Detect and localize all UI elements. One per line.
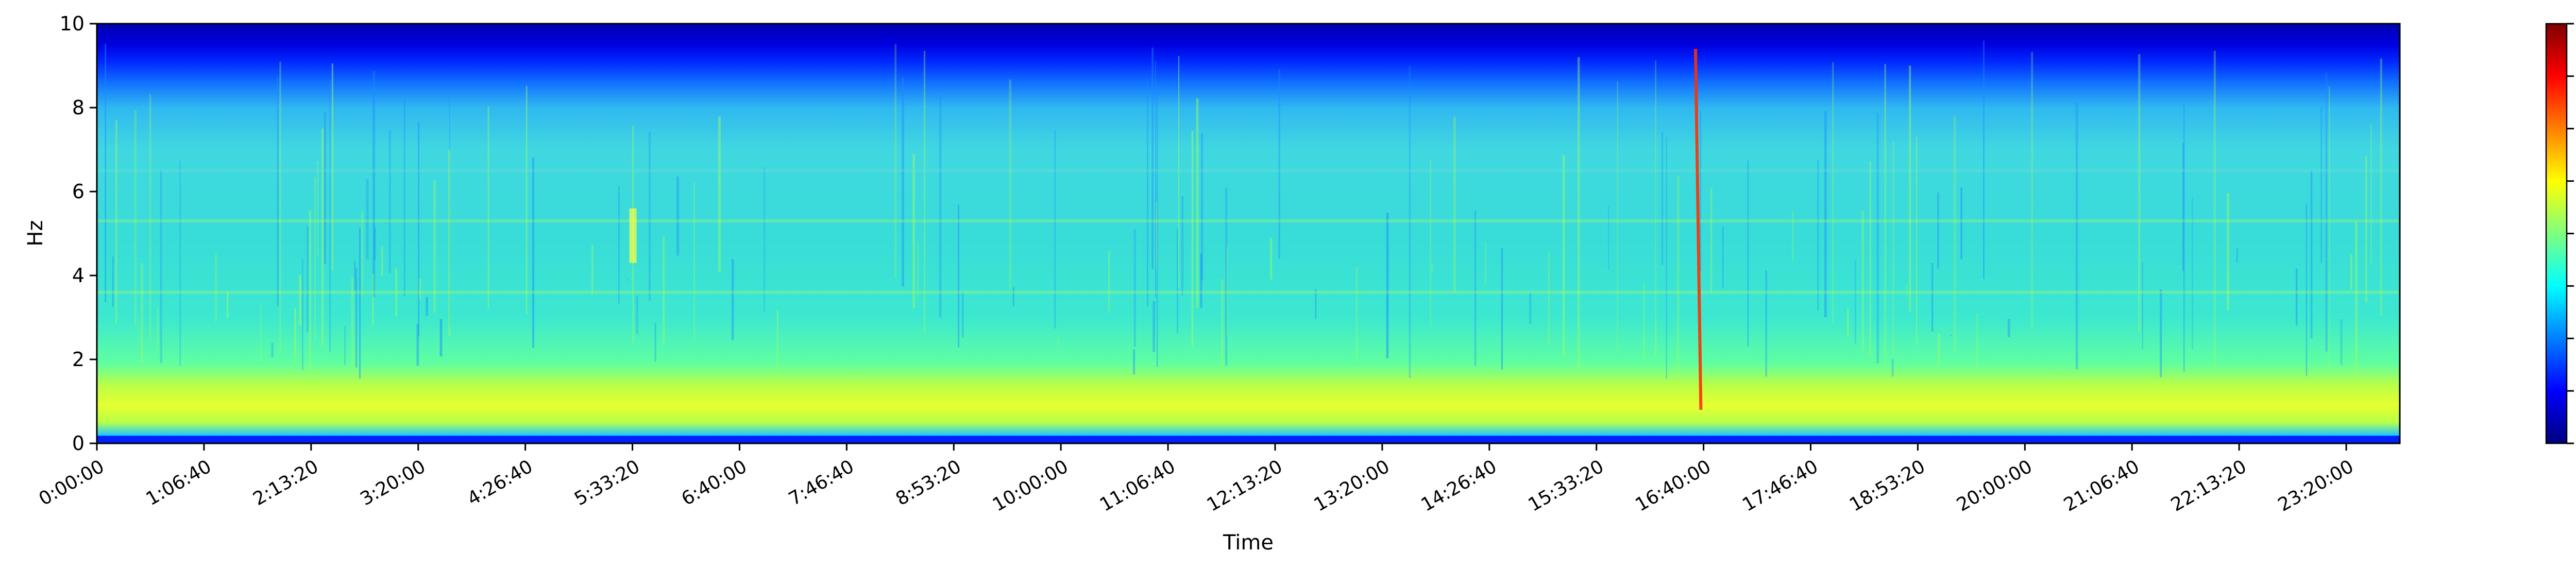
x-tick-label: 7:46:40 xyxy=(785,456,858,510)
colorbar: +0 dB-10 dB-20 dB-30 dB-40 dB-50 dB-60 d… xyxy=(2545,23,2574,444)
x-tick-label: 8:53:20 xyxy=(892,456,965,510)
spectrogram-low-band xyxy=(97,436,2400,443)
x-axis: 0:00:00 1:06:40 2:13:20 3:20:00 4:26:40 5:33:… xyxy=(36,443,2358,516)
x-tick-label: 21:06:40 xyxy=(2060,456,2143,515)
x-tick-label: 6:40:00 xyxy=(678,456,751,510)
spectrogram-event-line xyxy=(1694,48,1703,410)
y-axis-label: Hz xyxy=(24,220,47,246)
spectrogram-image xyxy=(97,24,2400,443)
y-tick-label: 0 xyxy=(72,432,84,455)
x-tick-label: 3:20:00 xyxy=(357,456,429,510)
x-tick-label: 12:13:20 xyxy=(1204,456,1286,515)
y-axis: 0 2 4 6 8 10 xyxy=(60,12,97,455)
x-tick-label: 4:26:40 xyxy=(464,456,536,510)
x-tick-label: 11:06:40 xyxy=(1096,456,1179,515)
spectrogram-background xyxy=(97,24,2400,443)
spectrogram-features xyxy=(96,41,2400,443)
x-tick-label: 2:13:20 xyxy=(249,456,322,510)
spectrogram-harmonic-line xyxy=(97,219,2400,223)
x-tick-label: 0:00:00 xyxy=(36,456,108,510)
colorbar-ticks: +0 dB-10 dB-20 dB-30 dB-40 dB-50 dB-60 d… xyxy=(2567,23,2574,444)
x-tick-label: 13:20:00 xyxy=(1311,456,1394,515)
colorbar-gradient xyxy=(2545,23,2568,444)
x-tick-label: 5:33:20 xyxy=(571,456,643,510)
x-tick-label: 17:46:40 xyxy=(1739,456,1822,515)
spectrogram-event-blob xyxy=(629,208,637,263)
x-tick-label: 14:26:40 xyxy=(1418,456,1501,515)
spectrogram-plot-area xyxy=(96,23,2401,444)
y-tick-label: 4 xyxy=(72,264,84,287)
x-tick-label: 1:06:40 xyxy=(143,456,215,510)
x-tick-label: 22:13:20 xyxy=(2167,456,2250,515)
x-axis-label: Time xyxy=(1223,531,1274,555)
x-tick-label: 15:33:20 xyxy=(1524,456,1607,515)
plot-frame xyxy=(96,23,2401,444)
x-tick-label: 18:53:20 xyxy=(1846,456,1929,515)
spectrogram-harmonic-line xyxy=(97,169,2400,173)
x-tick-label: 23:20:00 xyxy=(2275,456,2358,515)
y-tick-label: 2 xyxy=(72,348,84,371)
y-tick-label: 8 xyxy=(72,96,84,119)
x-tick-label: 10:00:00 xyxy=(989,456,1072,515)
y-tick-label: 10 xyxy=(60,12,84,35)
x-tick-label: 16:40:00 xyxy=(1632,456,1715,515)
spectrogram-harmonic-line xyxy=(97,290,2400,294)
x-tick-label: 20:00:00 xyxy=(1953,456,2036,515)
y-tick-label: 6 xyxy=(72,180,84,203)
